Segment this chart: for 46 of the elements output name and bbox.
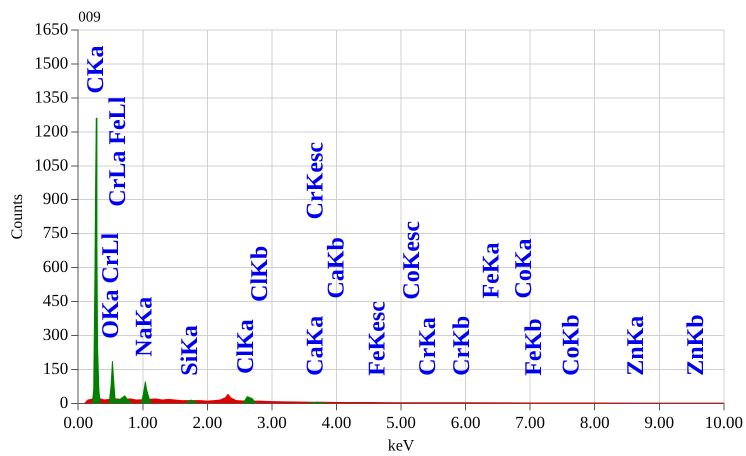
annotation: NaKa <box>132 296 158 357</box>
annotation: CaKb <box>323 237 350 298</box>
x-tick-label: 4.00 <box>322 413 352 432</box>
x-tick-label: 9.00 <box>644 413 674 432</box>
x-tick-label: 6.00 <box>450 413 480 432</box>
annotation: CrKb <box>449 316 476 376</box>
annotation: CKa <box>83 45 110 94</box>
x-tick-label: 5.00 <box>386 413 416 432</box>
y-tick-label: 600 <box>42 257 68 276</box>
y-tick-label: 750 <box>42 223 68 242</box>
y-tick-label: 1650 <box>34 19 68 38</box>
annotation: FeKesc <box>364 300 391 376</box>
annotation: FeKb <box>520 318 547 376</box>
annotation: CaKa <box>302 316 329 376</box>
y-tick-label: 1350 <box>34 87 68 106</box>
y-tick-label: 1050 <box>34 155 68 174</box>
annotation: ZnKb <box>682 314 709 376</box>
x-tick-label: 3.00 <box>257 413 287 432</box>
y-tick-label: 150 <box>42 358 68 378</box>
y-tick-label: 900 <box>42 189 68 208</box>
annotation: ClKb <box>247 246 274 302</box>
y-tick-label: 450 <box>42 291 68 310</box>
annotation: CoKb <box>558 314 584 376</box>
y-tick-label: 1200 <box>34 121 68 140</box>
annotation: ClKa <box>232 319 259 374</box>
x-tick-label: 8.00 <box>580 413 610 432</box>
y-axis-title: Counts <box>8 194 26 240</box>
x-tick-label: 0.00 <box>63 413 94 432</box>
x-tick-label: 2.00 <box>192 413 222 432</box>
annotation: CoKa <box>511 238 538 298</box>
y-tick-label: 0 <box>60 392 68 412</box>
y-tick-label: 300 <box>42 324 68 344</box>
annotation: SiKa <box>176 325 203 376</box>
chart-title: 009 <box>78 9 101 26</box>
x-tick-label: 7.00 <box>515 413 546 432</box>
annotation: ZnKa <box>622 316 649 376</box>
annotation: FeKa <box>478 242 504 298</box>
annotation: OKa CrLl <box>98 232 124 339</box>
x-tick-label: 10.00 <box>704 413 743 432</box>
annotation: CoKesc <box>398 220 425 300</box>
x-tick-label: 1.00 <box>128 413 158 432</box>
x-axis-title: keV <box>388 438 415 455</box>
annotation: CrKa <box>415 317 442 376</box>
annotation: CrKesc <box>302 142 329 220</box>
y-tick-label: 1500 <box>34 53 68 72</box>
annotation: CrLa FeLl <box>105 96 132 207</box>
